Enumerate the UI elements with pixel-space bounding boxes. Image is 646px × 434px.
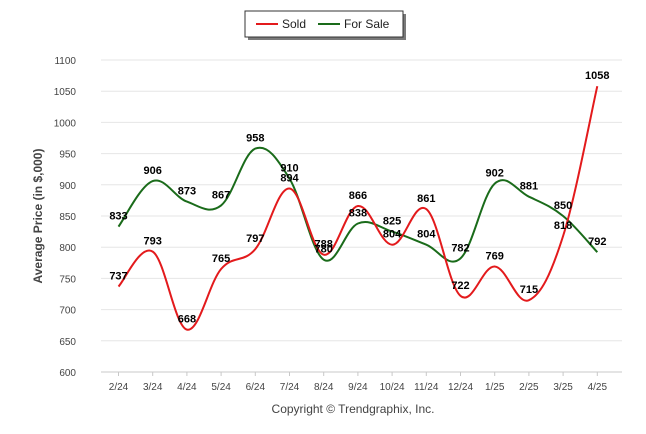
data-label-sold: 737 [109, 271, 127, 283]
x-tick-label: 11/24 [414, 382, 439, 393]
data-label-for-sale: 906 [144, 165, 162, 177]
x-tick-label: 10/24 [380, 382, 405, 393]
y-tick-label: 750 [59, 274, 76, 285]
x-tick-label: 4/25 [588, 382, 608, 393]
x-tick-label: 3/25 [553, 382, 573, 393]
grid [101, 59, 622, 373]
data-label-sold: 866 [349, 190, 367, 202]
data-label-for-sale: 838 [349, 207, 367, 219]
data-label-for-sale: 910 [280, 163, 298, 175]
data-label-for-sale: 833 [109, 211, 127, 223]
legend-label-for-sale: For Sale [344, 17, 390, 31]
data-label-sold: 804 [383, 229, 402, 241]
legend-item-for-sale[interactable]: For Sale [318, 17, 390, 31]
x-tick-label: 7/24 [280, 382, 300, 393]
data-label-for-sale: 804 [417, 229, 436, 241]
data-label-sold: 861 [417, 193, 435, 205]
y-tick-label: 850 [59, 212, 76, 223]
y-tick-label: 1100 [54, 56, 76, 67]
data-label-sold: 788 [315, 239, 333, 251]
y-axis-ticks: 600 650 700 750 800 850 900 950 1000 1050 1100 [54, 56, 77, 379]
y-tick-label: 800 [59, 243, 76, 254]
series-line-for-sale [117, 146, 599, 263]
data-label-sold: 668 [178, 314, 196, 326]
data-label-sold: 722 [451, 280, 469, 292]
x-tick-label: 9/24 [348, 382, 368, 393]
y-tick-label: 950 [59, 150, 76, 161]
y-tick-label: 600 [59, 368, 76, 379]
y-axis-label: Average Price (in $,000) [31, 149, 45, 284]
data-label-sold: 1058 [585, 70, 609, 82]
data-label-sold: 793 [144, 236, 162, 248]
data-label-for-sale: 867 [212, 189, 230, 201]
copyright-credit: Copyright © Trendgraphix, Inc. [272, 402, 435, 416]
x-tick-label: 6/24 [246, 382, 266, 393]
series-line-sold [117, 85, 599, 331]
legend: Sold For Sale [244, 10, 406, 40]
data-label-sold: 769 [486, 251, 504, 263]
x-axis: 2/24 3/24 4/24 5/24 6/24 7/24 8/24 9/24 10/24 11/… [101, 371, 622, 393]
data-label-for-sale: 902 [486, 168, 504, 180]
legend-label-sold: Sold [282, 17, 306, 31]
series-lines [117, 85, 599, 331]
data-label-for-sale: 792 [588, 236, 606, 248]
data-label-for-sale: 958 [246, 133, 264, 145]
data-label-for-sale: 881 [520, 181, 538, 193]
y-tick-label: 900 [59, 181, 76, 192]
data-label-for-sale: 780 [315, 244, 333, 256]
data-label-for-sale: 782 [451, 242, 469, 254]
data-label-for-sale: 850 [554, 200, 572, 212]
x-tick-label: 8/24 [314, 382, 334, 393]
x-tick-label: 3/24 [143, 382, 163, 393]
y-tick-label: 700 [59, 306, 76, 317]
x-tick-label: 12/24 [448, 382, 473, 393]
x-tick-label: 4/24 [177, 382, 197, 393]
data-label-sold: 818 [554, 220, 572, 232]
data-label-sold: 765 [212, 253, 230, 265]
data-label-for-sale: 873 [178, 186, 196, 198]
y-tick-label: 1000 [54, 118, 77, 129]
data-label-sold: 715 [520, 284, 538, 296]
y-tick-label: 650 [59, 337, 76, 348]
data-label-sold: 894 [280, 173, 299, 185]
data-label-sold: 797 [246, 233, 264, 245]
x-tick-label: 5/24 [211, 382, 231, 393]
x-tick-label: 2/25 [519, 382, 539, 393]
x-tick-label: 1/25 [485, 382, 505, 393]
y-tick-label: 1050 [54, 87, 77, 98]
legend-item-sold[interactable]: Sold [256, 17, 306, 31]
x-tick-label: 2/24 [109, 382, 129, 393]
data-label-for-sale: 825 [383, 216, 401, 228]
